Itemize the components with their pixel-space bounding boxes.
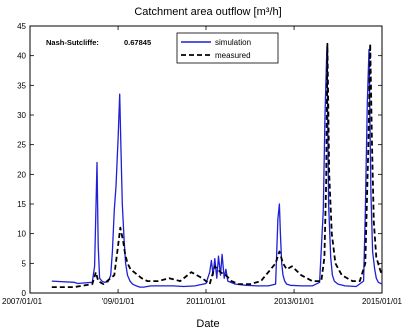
- x-axis: 2007/01/01 '09/01/01 2011/01/01 2013/01/01 2…: [2, 26, 402, 306]
- series-layer: [51, 42, 383, 289]
- y-tick-label: 30: [17, 111, 26, 120]
- y-tick-label: 0: [22, 289, 27, 298]
- y-tick-label: 25: [17, 141, 26, 150]
- y-tick-label: 35: [17, 81, 26, 90]
- x-tick-label: 2011/01/01: [186, 297, 226, 306]
- x-axis-label: Date: [196, 318, 219, 330]
- y-tick-label: 5: [22, 259, 27, 268]
- legend-label-measured: measured: [215, 51, 251, 60]
- y-tick-label: 45: [17, 22, 26, 31]
- x-tick-label: '09/01/01: [102, 297, 135, 306]
- series-line-measured: [51, 42, 383, 289]
- nse-value: 0.67845: [124, 38, 151, 47]
- series-line-simulation: [51, 46, 383, 288]
- legend-label-simulation: simulation: [215, 38, 251, 47]
- nse-annotation: Nash-Sutcliffe: 0.67845: [46, 38, 151, 47]
- nse-label: Nash-Sutcliffe:: [46, 38, 99, 47]
- y-tick-label: 10: [17, 230, 26, 239]
- y-tick-label: 20: [17, 170, 26, 179]
- y-tick-label: 40: [17, 52, 26, 61]
- legend-box: [176, 32, 279, 64]
- legend: simulation measured: [176, 32, 279, 64]
- y-axis: 0 5 10 15 20 25 30 35 40 45: [17, 22, 382, 298]
- plot-frame: [29, 25, 383, 294]
- y-tick-label: 15: [17, 200, 26, 209]
- chart-title: Catchment area outflow [m³/h]: [134, 6, 281, 18]
- x-tick-label: 2013/01/01: [274, 297, 315, 306]
- x-tick-label: 2007/01/01: [2, 297, 43, 306]
- x-tick-label: 2015/01/01: [362, 297, 402, 306]
